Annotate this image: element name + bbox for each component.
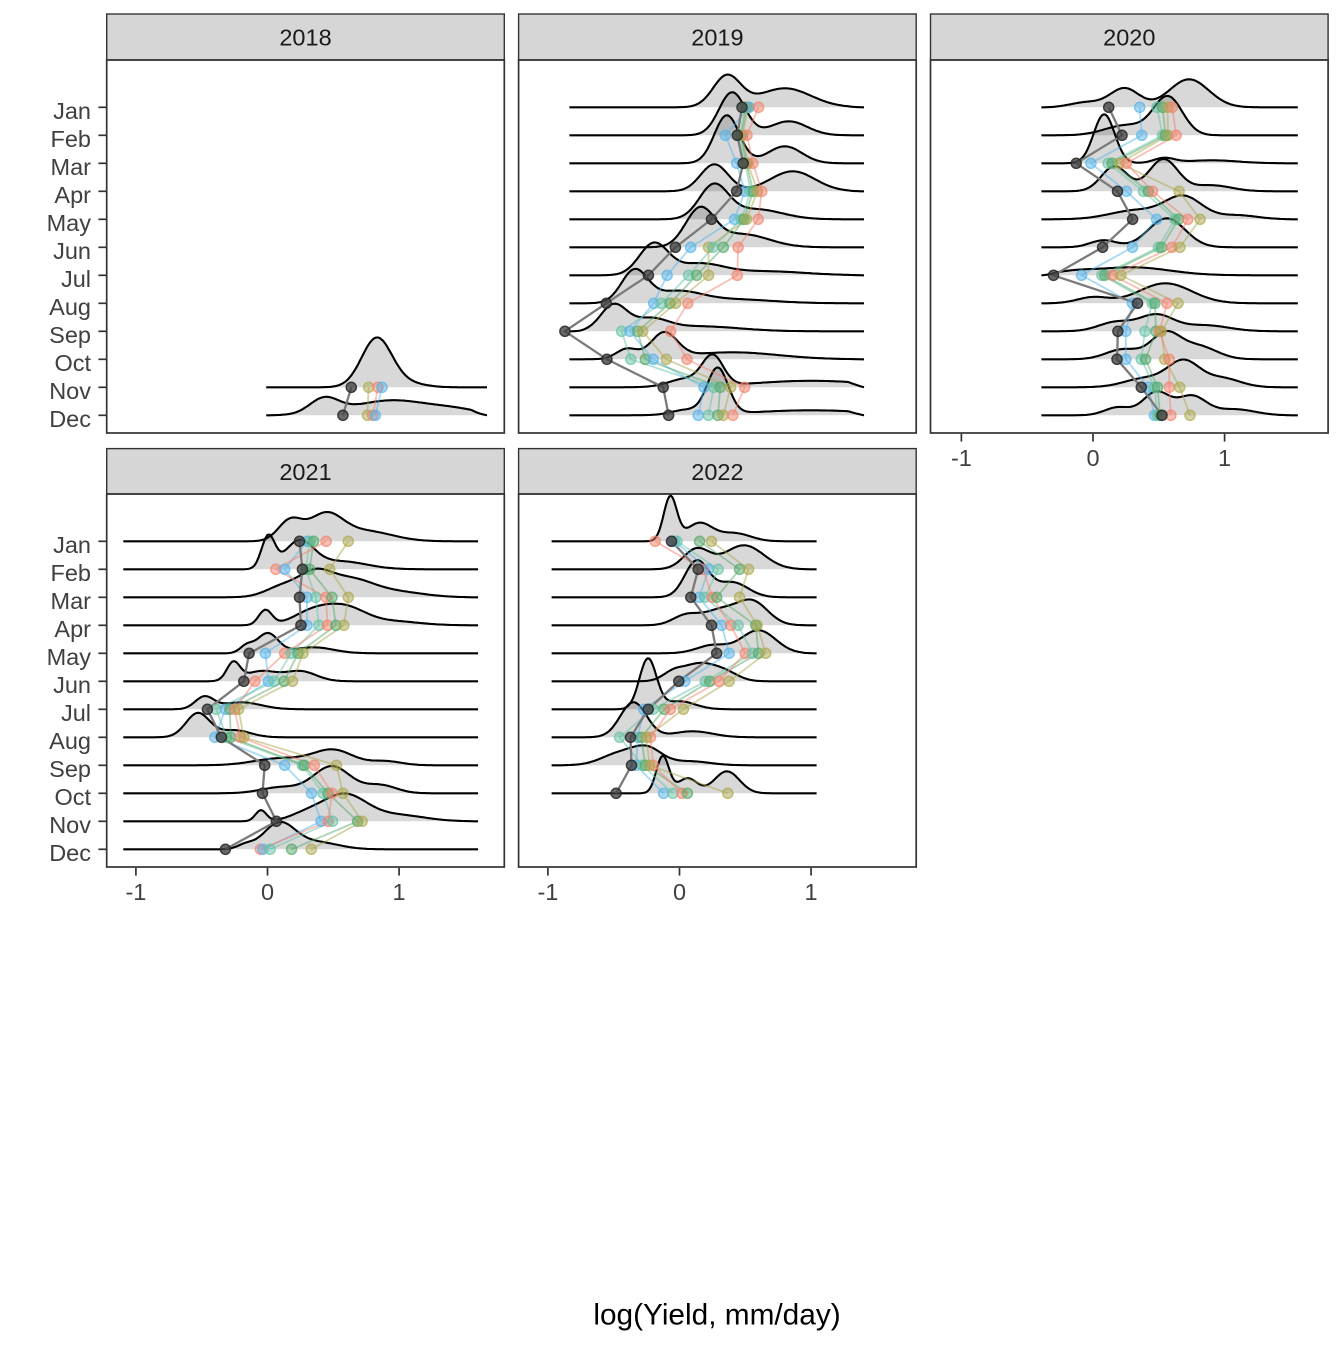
svg-text:Sep: Sep [49,756,91,782]
svg-text:0: 0 [1086,445,1099,471]
svg-text:2021: 2021 [279,459,331,485]
svg-text:2018: 2018 [279,25,331,51]
svg-text:Apr: Apr [54,616,91,642]
svg-text:May: May [47,210,92,236]
svg-text:1: 1 [393,879,406,905]
svg-text:0: 0 [261,879,274,905]
svg-text:Apr: Apr [54,182,91,208]
svg-text:Jan: Jan [53,532,91,558]
svg-text:1: 1 [1218,445,1231,471]
svg-text:Nov: Nov [49,378,91,404]
svg-text:Jun: Jun [53,238,91,264]
svg-text:2020: 2020 [1103,25,1155,51]
svg-text:2022: 2022 [691,459,743,485]
svg-text:2019: 2019 [691,25,743,51]
svg-text:log(Yield, mm/day): log(Yield, mm/day) [593,1299,840,1332]
svg-text:May: May [47,644,92,670]
svg-text:-1: -1 [537,879,558,905]
svg-text:-1: -1 [951,445,972,471]
svg-text:Dec: Dec [49,840,91,866]
svg-text:Jul: Jul [61,266,91,292]
svg-text:0: 0 [673,879,686,905]
svg-text:Sep: Sep [49,322,91,348]
svg-text:Aug: Aug [49,294,91,320]
svg-text:Aug: Aug [49,728,91,754]
svg-text:Mar: Mar [51,154,92,180]
svg-text:Feb: Feb [51,126,92,152]
svg-text:Feb: Feb [51,560,92,586]
svg-text:Jan: Jan [53,98,91,124]
svg-text:Oct: Oct [54,784,91,810]
svg-text:Jun: Jun [53,672,91,698]
svg-text:Mar: Mar [51,588,92,614]
svg-text:-1: -1 [125,879,146,905]
svg-text:Dec: Dec [49,406,91,432]
svg-text:1: 1 [805,879,818,905]
svg-text:Nov: Nov [49,812,91,838]
svg-text:Oct: Oct [54,350,91,376]
svg-text:Jul: Jul [61,700,91,726]
